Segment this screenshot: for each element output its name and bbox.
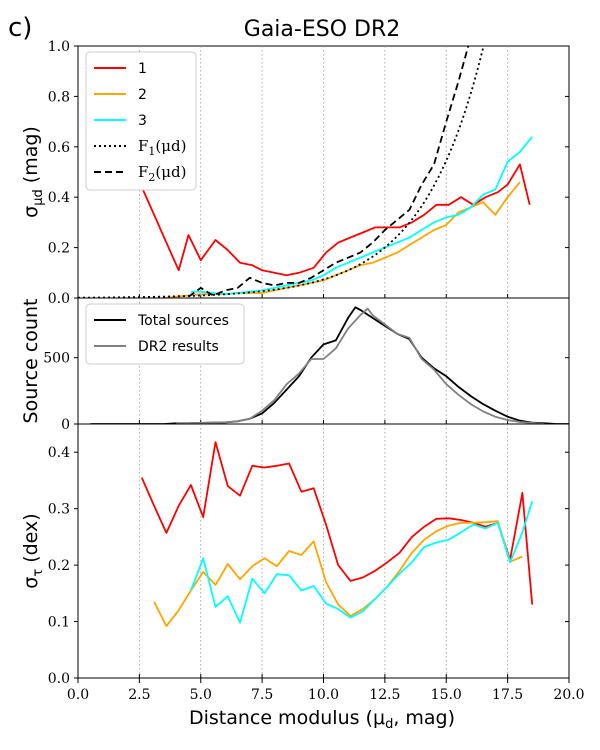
series-line-top-F1d: [78, 46, 485, 298]
x-tick-label: 0.0: [67, 687, 89, 703]
x-tick-label: 5.0: [190, 687, 212, 703]
legend-label: 1: [138, 61, 147, 77]
y-tick-label-top: 0.8: [48, 89, 70, 105]
legend-label: DR2 results: [138, 339, 219, 355]
x-tick-label: 10.0: [308, 687, 339, 703]
panel-label: c): [8, 13, 32, 43]
y-tick-label-middle: 500: [43, 351, 70, 367]
y-tick-label-top: 1.0: [48, 39, 70, 55]
y-tick-label-middle: 0: [61, 417, 70, 433]
series-line-bottom-2: [153, 520, 523, 627]
chart-title: Gaia-ESO DR2: [244, 17, 400, 42]
y-tick-label-bottom: 0.4: [48, 445, 70, 461]
y-axis-label-bottom: στ (dex): [20, 513, 46, 588]
series-line-bottom-1: [140, 441, 534, 605]
legend-label: F1(μd): [138, 137, 186, 158]
series-line-top-3: [190, 136, 533, 296]
series-line-top-F2d: [187, 46, 470, 298]
y-tick-label-top: 0.6: [48, 140, 70, 156]
series-line-top-2: [163, 181, 521, 298]
x-tick-label: 20.0: [553, 687, 584, 703]
y-tick-label-top: 0.0: [48, 291, 70, 307]
legend-label: 2: [138, 87, 147, 103]
y-tick-label-bottom: 0.1: [48, 615, 70, 631]
x-tick-label: 15.0: [431, 687, 462, 703]
series-line-middle-DR2results: [176, 307, 545, 424]
y-tick-label-top: 0.4: [48, 190, 70, 206]
legend-label: F2(μd): [138, 163, 186, 184]
legend-label: Total sources: [137, 313, 229, 329]
panel-bottom-frame: [77, 423, 570, 679]
legend-label: 3: [138, 113, 147, 129]
y-tick-label-bottom: 0.3: [48, 502, 70, 518]
y-tick-label-bottom: 0.2: [48, 558, 70, 574]
y-tick-label-top: 0.2: [48, 241, 70, 257]
x-tick-label: 7.5: [251, 687, 273, 703]
y-tick-label-bottom: 0.0: [48, 671, 70, 687]
legend-box-top: [85, 51, 197, 191]
x-tick-label: 12.5: [369, 687, 400, 703]
y-axis-label-top: σμd (mag): [20, 126, 46, 218]
panel-bottom: 0.0 0.1 0.2 0.3 0.4 στ (dex): [20, 423, 570, 687]
y-axis-label-middle: Source count: [20, 299, 42, 424]
panel-top: 0.0 0.2 0.4 0.6 0.8 1.0 σμd (mag) 1 2 3 F1(μd) F2(μ…: [20, 39, 570, 307]
x-axis: 0.0 2.5 5.0 7.5 10.0 12.5 15.0 17.5 20.0: [67, 678, 585, 703]
series-line-bottom-3: [190, 501, 534, 624]
x-tick-label: 17.5: [492, 687, 523, 703]
x-axis-label: Distance modulus (μd, mag): [189, 707, 455, 732]
x-tick-label: 2.5: [128, 687, 150, 703]
series-line-top-1: [140, 163, 531, 277]
